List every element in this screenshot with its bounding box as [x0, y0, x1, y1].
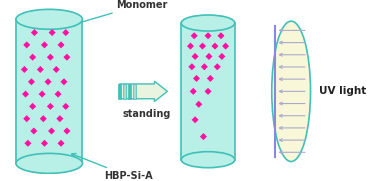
Polygon shape [211, 43, 218, 50]
Polygon shape [190, 88, 197, 95]
Ellipse shape [16, 9, 82, 29]
Polygon shape [45, 78, 51, 85]
Polygon shape [222, 43, 229, 50]
Polygon shape [187, 43, 194, 50]
Polygon shape [204, 32, 212, 39]
Polygon shape [23, 115, 30, 122]
Polygon shape [62, 103, 69, 110]
Bar [128, 84, 132, 99]
Polygon shape [47, 54, 54, 61]
Polygon shape [57, 140, 65, 147]
Polygon shape [22, 90, 29, 98]
Ellipse shape [272, 21, 311, 161]
Polygon shape [192, 116, 198, 123]
Polygon shape [49, 29, 56, 36]
Polygon shape [207, 75, 214, 82]
Bar [181, 23, 235, 160]
Polygon shape [48, 127, 55, 134]
Ellipse shape [181, 15, 235, 31]
Polygon shape [53, 66, 60, 73]
Polygon shape [29, 103, 36, 110]
Polygon shape [23, 41, 30, 48]
Polygon shape [218, 53, 225, 60]
Polygon shape [193, 75, 200, 82]
Ellipse shape [16, 153, 82, 173]
Polygon shape [28, 78, 35, 85]
Text: UV light: UV light [319, 86, 366, 96]
Polygon shape [21, 66, 28, 73]
Polygon shape [37, 66, 44, 73]
Polygon shape [31, 29, 38, 36]
Polygon shape [60, 78, 68, 85]
FancyArrow shape [119, 81, 167, 102]
Polygon shape [195, 101, 202, 108]
Polygon shape [39, 90, 46, 98]
Polygon shape [192, 53, 198, 60]
Polygon shape [25, 140, 31, 147]
Polygon shape [30, 127, 37, 134]
Polygon shape [64, 54, 70, 61]
Bar [16, 19, 82, 163]
Polygon shape [64, 127, 70, 134]
Polygon shape [62, 29, 69, 36]
Polygon shape [29, 54, 36, 61]
Bar [133, 84, 136, 99]
Polygon shape [214, 63, 221, 70]
Polygon shape [201, 63, 208, 70]
Polygon shape [41, 140, 48, 147]
Polygon shape [204, 88, 212, 95]
Polygon shape [191, 32, 198, 39]
Polygon shape [40, 115, 47, 122]
Polygon shape [54, 90, 62, 98]
Polygon shape [199, 43, 206, 50]
Polygon shape [47, 103, 54, 110]
Polygon shape [41, 41, 48, 48]
Polygon shape [217, 32, 225, 39]
Text: standing: standing [123, 109, 171, 119]
Ellipse shape [181, 152, 235, 168]
Text: Monomer: Monomer [70, 0, 167, 26]
Polygon shape [205, 53, 212, 60]
Polygon shape [57, 41, 65, 48]
Polygon shape [188, 63, 195, 70]
Text: HBP-Si-A: HBP-Si-A [72, 153, 153, 181]
Bar [118, 84, 121, 99]
Polygon shape [200, 133, 207, 140]
Polygon shape [56, 115, 64, 122]
Bar [122, 84, 126, 99]
